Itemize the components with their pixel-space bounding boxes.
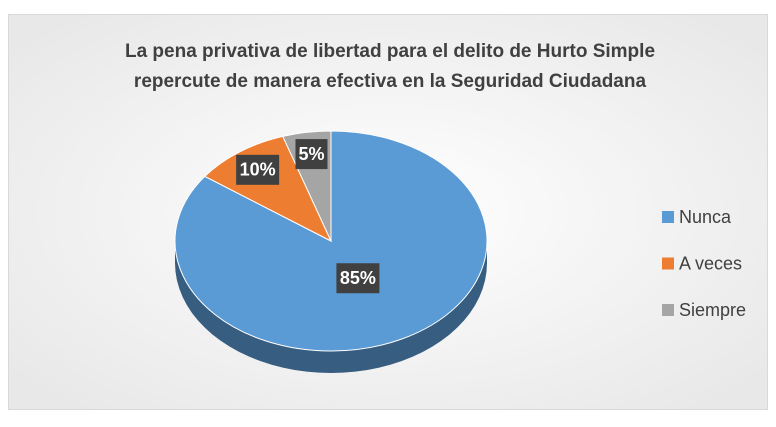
data-label-text: 85%	[340, 268, 376, 288]
data-label: 85%	[336, 263, 380, 294]
data-label-text: 5%	[298, 144, 324, 164]
legend-label: Siempre	[679, 300, 746, 320]
legend-swatch	[662, 257, 674, 270]
data-label: 10%	[236, 154, 280, 185]
chart-title: repercute de manera efectiva en la Segur…	[134, 71, 647, 92]
legend-swatch	[662, 211, 674, 223]
legend-label: Nunca	[679, 207, 732, 227]
legend-label: A veces	[679, 253, 742, 273]
chart-title: La pena privativa de libertad para el de…	[125, 41, 655, 62]
legend-swatch	[662, 304, 674, 316]
data-label: 5%	[295, 139, 328, 170]
data-label-text: 10%	[240, 160, 276, 180]
data-label-box	[295, 139, 328, 170]
data-label-box	[236, 154, 280, 185]
pie-side	[175, 241, 487, 373]
data-label-box	[336, 263, 380, 294]
